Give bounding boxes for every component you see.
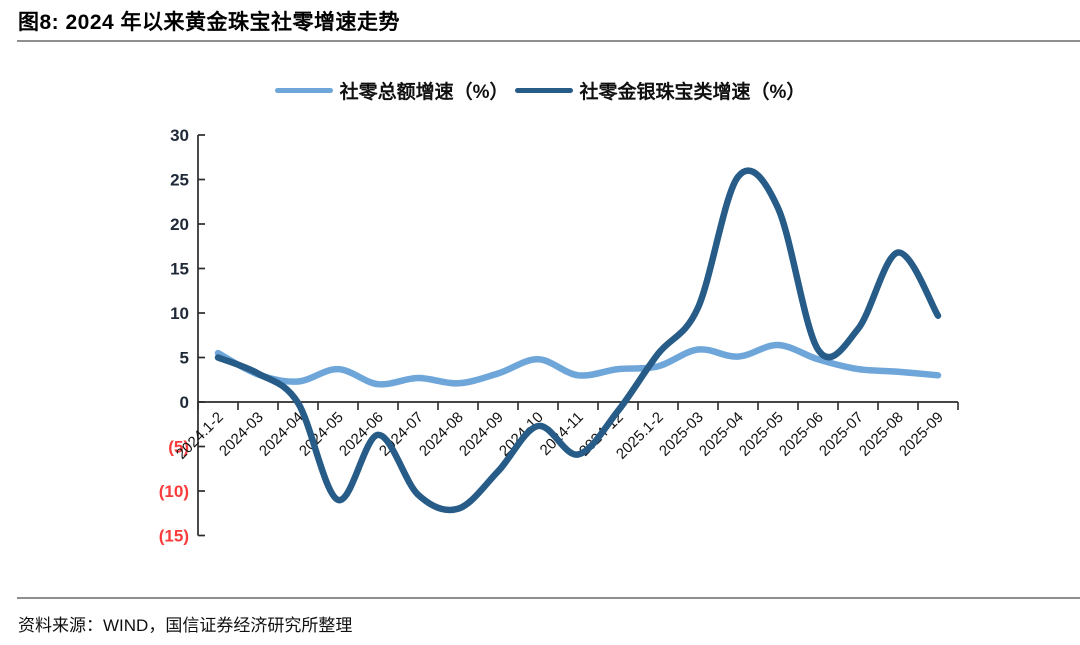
series-line-0 bbox=[214, 341, 942, 388]
x-tick-label: 2024-10 bbox=[496, 409, 547, 460]
y-tick-label: (5) bbox=[168, 438, 189, 457]
legend-line-swatch bbox=[514, 88, 573, 93]
legend-item-0: 社零总额增速（%） bbox=[274, 77, 509, 104]
line-chart: 302520151050(5)(10)(15)2024.1-22024-0320… bbox=[159, 126, 959, 546]
legend-item-1: 社零金银珠宝类增速（%） bbox=[514, 77, 806, 104]
y-tick-label: 20 bbox=[170, 215, 189, 234]
y-tick-label: 15 bbox=[170, 260, 189, 279]
legend-label: 社零金银珠宝类增速（%） bbox=[579, 82, 806, 103]
legend-line-swatch bbox=[274, 88, 333, 93]
footer-divider bbox=[17, 597, 1080, 599]
x-tick-label: 2024.1-2 bbox=[173, 409, 227, 463]
y-tick-label: 0 bbox=[180, 393, 189, 412]
title-divider bbox=[17, 40, 1080, 42]
series-line-1 bbox=[214, 167, 942, 514]
y-tick-label: 30 bbox=[170, 126, 189, 145]
x-tick-label: 2025-09 bbox=[896, 409, 947, 460]
source-note: 资料来源：WIND，国信证券经济研究所整理 bbox=[18, 616, 353, 635]
y-tick-label: (10) bbox=[159, 482, 189, 501]
y-tick-label: 5 bbox=[180, 349, 189, 368]
figure-title: 图8: 2024 年以来黄金珠宝社零增速走势 bbox=[18, 11, 401, 34]
y-tick-label: 10 bbox=[170, 304, 189, 323]
chart-legend: 社零总额增速（%） 社零金银珠宝类增速（%） bbox=[0, 77, 1080, 104]
legend-label: 社零总额增速（%） bbox=[339, 82, 509, 103]
y-tick-label: (15) bbox=[159, 527, 189, 546]
y-tick-label: 25 bbox=[170, 171, 189, 190]
